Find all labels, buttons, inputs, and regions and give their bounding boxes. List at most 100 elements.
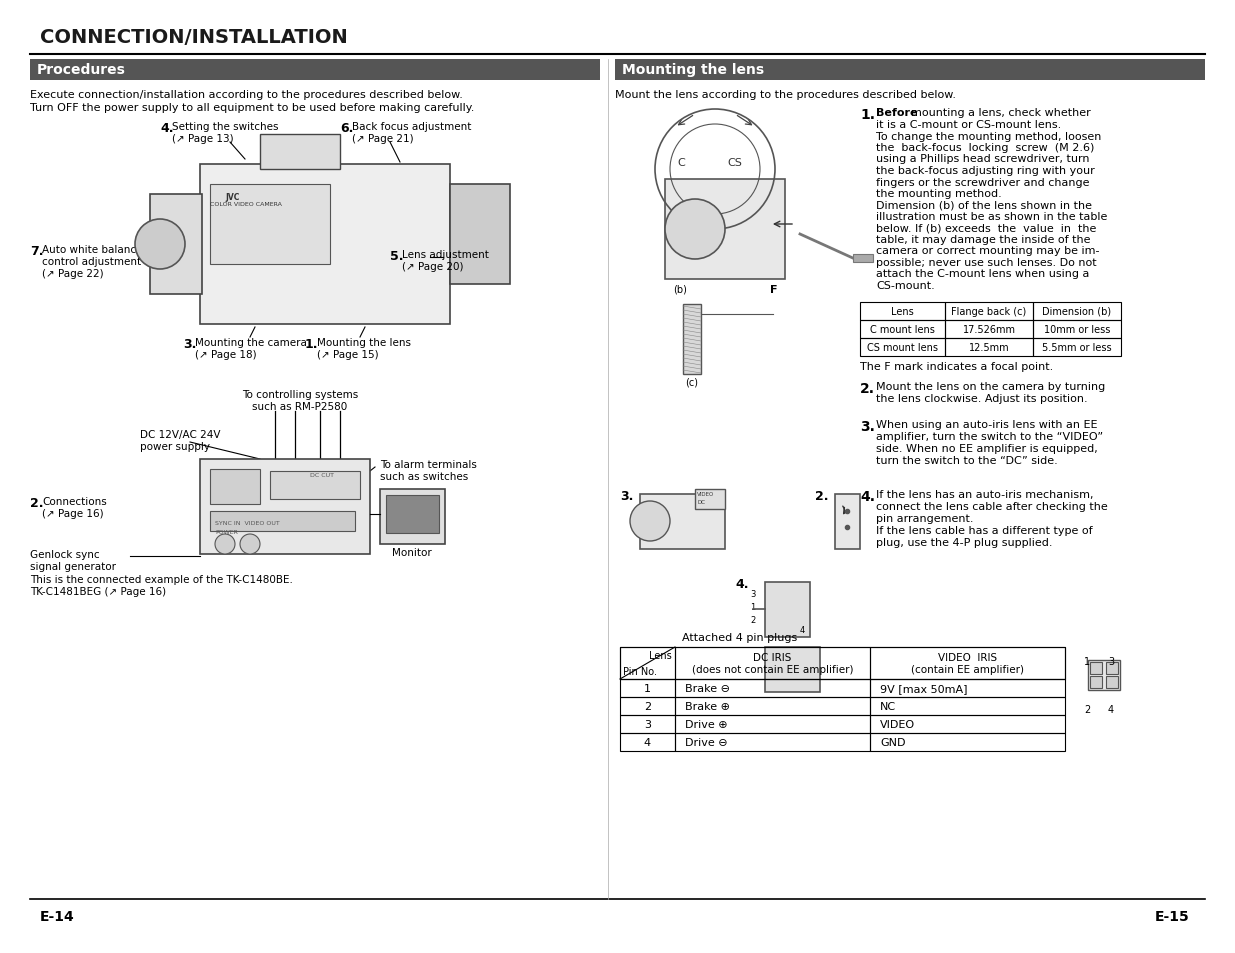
Text: Mount the lens according to the procedures described below.: Mount the lens according to the procedur… xyxy=(615,90,956,100)
Text: Brake ⊕: Brake ⊕ xyxy=(685,701,730,711)
Bar xyxy=(835,495,860,550)
Bar xyxy=(695,490,725,510)
Text: CS mount lens: CS mount lens xyxy=(867,343,939,353)
Bar xyxy=(1107,677,1118,688)
Text: 1.: 1. xyxy=(305,337,319,351)
Bar xyxy=(853,254,873,263)
Bar xyxy=(945,338,1032,356)
Text: 3: 3 xyxy=(750,589,756,598)
Bar xyxy=(869,698,1065,716)
Bar xyxy=(149,194,203,294)
Text: connect the lens cable after checking the: connect the lens cable after checking th… xyxy=(876,501,1108,512)
Text: 5.5mm or less: 5.5mm or less xyxy=(1042,343,1112,353)
Text: Attached 4 pin plugs: Attached 4 pin plugs xyxy=(683,633,798,642)
Text: below. If (b) exceeds  the  value  in  the: below. If (b) exceeds the value in the xyxy=(876,223,1097,233)
Text: Drive ⊕: Drive ⊕ xyxy=(685,720,727,729)
Text: CS: CS xyxy=(727,158,742,168)
Text: the back-focus adjusting ring with your: the back-focus adjusting ring with your xyxy=(876,166,1094,175)
Text: 1: 1 xyxy=(750,602,756,612)
Bar xyxy=(945,320,1032,338)
Text: 4.: 4. xyxy=(860,490,876,503)
Circle shape xyxy=(630,501,671,541)
Bar xyxy=(869,733,1065,751)
Text: 2: 2 xyxy=(1084,704,1091,714)
Text: illustration must be as shown in the table: illustration must be as shown in the tab… xyxy=(876,212,1108,222)
Text: 2.: 2. xyxy=(860,381,876,395)
Text: Pin No.: Pin No. xyxy=(622,666,657,677)
Text: 7.: 7. xyxy=(30,245,43,257)
Text: Setting the switches: Setting the switches xyxy=(172,122,279,132)
Text: Turn OFF the power supply to all equipment to be used before making carefully.: Turn OFF the power supply to all equipme… xyxy=(30,103,474,112)
Circle shape xyxy=(664,200,725,260)
Bar xyxy=(380,490,445,544)
Text: amplifier, turn the switch to the “VIDEO”: amplifier, turn the switch to the “VIDEO… xyxy=(876,432,1103,441)
Text: fingers or the screwdriver and change: fingers or the screwdriver and change xyxy=(876,177,1089,188)
Text: This is the connected example of the TK-C1480BE.: This is the connected example of the TK-… xyxy=(30,575,293,584)
Bar xyxy=(869,647,1065,679)
Text: Genlock sync
signal generator: Genlock sync signal generator xyxy=(30,550,116,571)
Circle shape xyxy=(135,220,185,270)
Bar xyxy=(664,180,785,280)
Text: SYNC IN  VIDEO OUT: SYNC IN VIDEO OUT xyxy=(215,520,280,525)
Text: VIDEO  IRIS
(contain EE amplifier): VIDEO IRIS (contain EE amplifier) xyxy=(911,653,1024,674)
Text: using a Phillips head screwdriver, turn: using a Phillips head screwdriver, turn xyxy=(876,154,1089,164)
Text: POWER: POWER xyxy=(215,530,238,535)
Text: NC: NC xyxy=(881,701,897,711)
Text: (c): (c) xyxy=(685,377,698,388)
Bar xyxy=(200,165,450,325)
Text: Drive ⊖: Drive ⊖ xyxy=(685,738,727,747)
Text: 3.: 3. xyxy=(860,419,874,434)
Text: To change the mounting method, loosen: To change the mounting method, loosen xyxy=(876,132,1102,141)
Circle shape xyxy=(240,535,261,555)
Text: the lens clockwise. Adjust its position.: the lens clockwise. Adjust its position. xyxy=(876,394,1088,403)
Bar xyxy=(676,733,869,751)
Circle shape xyxy=(215,535,235,555)
Text: 9V [max 50mA]: 9V [max 50mA] xyxy=(881,683,967,693)
Text: Dimension (b): Dimension (b) xyxy=(1042,307,1112,316)
Text: 2.: 2. xyxy=(30,497,43,510)
Text: 1: 1 xyxy=(643,683,651,693)
Text: mounting a lens, check whether: mounting a lens, check whether xyxy=(911,108,1091,118)
Text: (↗ Page 16): (↗ Page 16) xyxy=(42,509,104,518)
Text: pin arrangement.: pin arrangement. xyxy=(876,514,973,523)
Text: 3: 3 xyxy=(643,720,651,729)
Text: C: C xyxy=(677,158,684,168)
Bar xyxy=(676,716,869,733)
Text: Mount the lens on the camera by turning: Mount the lens on the camera by turning xyxy=(876,381,1105,392)
Text: 5.: 5. xyxy=(390,250,404,263)
Text: possible; never use such lenses. Do not: possible; never use such lenses. Do not xyxy=(876,257,1097,268)
Text: C mount lens: C mount lens xyxy=(871,325,935,335)
Bar xyxy=(860,303,945,320)
Bar xyxy=(1032,303,1121,320)
Text: Before: Before xyxy=(876,108,921,118)
Text: Brake ⊖: Brake ⊖ xyxy=(685,683,730,693)
Bar xyxy=(869,716,1065,733)
Text: Procedures: Procedures xyxy=(37,63,126,77)
Bar xyxy=(30,60,600,81)
Bar xyxy=(869,679,1065,698)
Text: 3: 3 xyxy=(1108,657,1114,666)
Text: Flange back (c): Flange back (c) xyxy=(951,307,1026,316)
Bar xyxy=(210,512,354,532)
Text: 2: 2 xyxy=(643,701,651,711)
Text: camera or correct mounting may be im-: camera or correct mounting may be im- xyxy=(876,246,1099,256)
Text: (↗ Page 13): (↗ Page 13) xyxy=(172,133,233,144)
Text: Mounting the camera: Mounting the camera xyxy=(195,337,306,348)
Text: JVC: JVC xyxy=(225,193,240,202)
Text: When using an auto-iris lens with an EE: When using an auto-iris lens with an EE xyxy=(876,419,1098,430)
Text: DC CUT: DC CUT xyxy=(310,473,333,477)
Text: 3.: 3. xyxy=(183,337,196,351)
Text: To controlling systems
such as RM-P2580: To controlling systems such as RM-P2580 xyxy=(242,390,358,411)
Text: 2.: 2. xyxy=(815,490,829,502)
Text: (b): (b) xyxy=(673,285,687,294)
Bar xyxy=(261,135,340,170)
Bar xyxy=(210,470,261,504)
Text: Auto white balance: Auto white balance xyxy=(42,245,142,254)
Bar xyxy=(676,698,869,716)
Text: If the lens cable has a different type of: If the lens cable has a different type o… xyxy=(876,525,1093,536)
Text: 4: 4 xyxy=(800,625,805,635)
Text: 10mm or less: 10mm or less xyxy=(1044,325,1110,335)
Bar xyxy=(1107,662,1118,675)
Text: CONNECTION/INSTALLATION: CONNECTION/INSTALLATION xyxy=(40,28,348,47)
Text: 12.5mm: 12.5mm xyxy=(968,343,1009,353)
